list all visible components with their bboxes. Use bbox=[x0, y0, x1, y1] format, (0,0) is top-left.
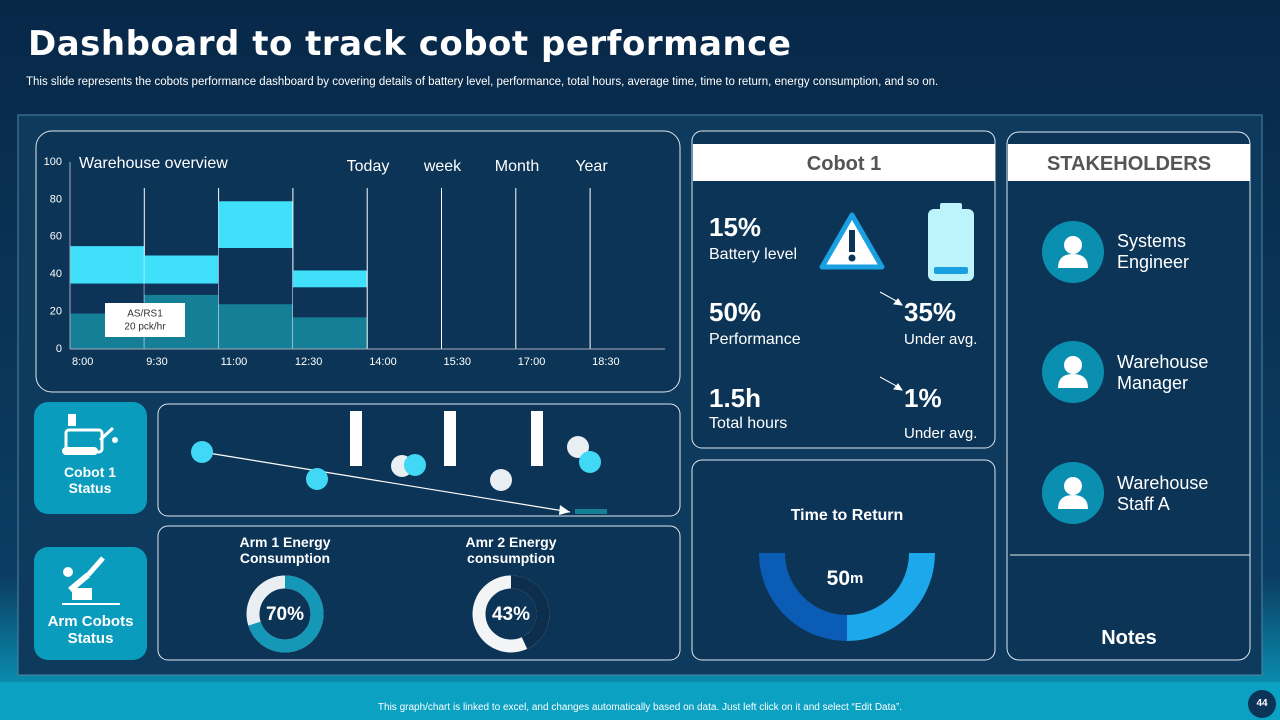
gauge-rest bbox=[846, 552, 935, 641]
period-tab: week bbox=[423, 158, 462, 175]
card bbox=[1006, 131, 1251, 661]
x-tick-label: 8:00 bbox=[72, 356, 93, 368]
x-tick-label: 12:30 bbox=[295, 356, 323, 368]
robot-icon bbox=[62, 414, 118, 455]
bar-segment bbox=[218, 248, 293, 305]
period-tab: Today bbox=[347, 158, 390, 175]
warning-icon bbox=[819, 212, 885, 270]
gauge-title: Time to Return bbox=[791, 507, 904, 524]
metric-label: Performance bbox=[709, 331, 801, 348]
notes: Notes bbox=[1101, 627, 1157, 649]
donut-title: Amr 2 Energy consumption bbox=[465, 534, 557, 567]
bar-segment bbox=[144, 283, 219, 295]
y-tick-label: 40 bbox=[50, 268, 62, 280]
x-tick-label: 14:00 bbox=[369, 356, 397, 368]
donut-title: Arm 1 Energy Consumption bbox=[239, 534, 331, 567]
person-name: Warehouse Manager bbox=[1117, 352, 1209, 393]
title: Dashboard to track cobot performance bbox=[28, 24, 792, 64]
arm-icon bbox=[62, 556, 120, 605]
bar-segment bbox=[292, 287, 368, 318]
person-icons bbox=[1042, 221, 1104, 524]
period-tab: Month bbox=[495, 158, 539, 175]
y-tick-label: 20 bbox=[50, 306, 62, 318]
card bbox=[157, 525, 681, 661]
period-tab: Year bbox=[575, 158, 608, 175]
status-tile bbox=[34, 402, 147, 514]
chart-title: Warehouse overview bbox=[79, 155, 228, 172]
battery-icon bbox=[928, 203, 974, 281]
x-tick-label: 15:30 bbox=[444, 356, 472, 368]
status-label: Cobot 1 Status bbox=[63, 464, 117, 497]
metric-label: Total hours bbox=[709, 415, 788, 432]
donut-value bbox=[472, 575, 550, 653]
bar-segment bbox=[218, 201, 293, 249]
bar-segment bbox=[292, 270, 368, 288]
metric-value: 50% bbox=[709, 297, 762, 327]
person-name: Systems Engineer bbox=[1117, 231, 1190, 272]
y-tick-label: 80 bbox=[50, 193, 62, 205]
donut-value bbox=[246, 575, 324, 653]
page-number: 44 bbox=[1256, 698, 1268, 709]
gauge-unit: m bbox=[850, 570, 863, 587]
donut-label: 70% bbox=[266, 604, 304, 625]
gauge-value bbox=[759, 552, 848, 641]
bar-segment bbox=[292, 317, 368, 349]
comparison-value: 35% bbox=[904, 297, 957, 327]
bar-segment bbox=[70, 246, 145, 284]
annotation: 20 pck/hr bbox=[124, 322, 166, 333]
comparison-label: Under avg. bbox=[904, 331, 978, 348]
page-badge bbox=[1248, 690, 1276, 718]
cobot-title: Cobot 1 bbox=[806, 153, 882, 175]
y-tick-label: 100 bbox=[44, 156, 62, 168]
metric-label: Battery level bbox=[709, 246, 798, 263]
comparison-label: Under avg. bbox=[904, 425, 978, 442]
header-band bbox=[693, 144, 995, 181]
annotation: AS/RS1 bbox=[127, 309, 163, 320]
gauge-value-label: 50 bbox=[827, 567, 850, 590]
donut-label: 43% bbox=[492, 604, 530, 625]
footer: This graph/chart is linked to excel, and… bbox=[377, 702, 903, 713]
card bbox=[691, 130, 996, 449]
flow-decoration bbox=[191, 411, 607, 515]
x-tick-label: 17:00 bbox=[518, 356, 546, 368]
x-tick-label: 18:30 bbox=[592, 356, 620, 368]
x-tick-label: 9:30 bbox=[146, 356, 167, 368]
trend-arrows bbox=[879, 291, 904, 391]
stakeholders-title: STAKEHOLDERS bbox=[1046, 153, 1212, 175]
bottom-band bbox=[0, 682, 1280, 720]
metric-value: 1.5h bbox=[709, 383, 762, 413]
y-tick-label: 60 bbox=[50, 231, 62, 243]
x-tick-label: 11:00 bbox=[221, 356, 248, 368]
annotation-box bbox=[105, 303, 185, 337]
bar-segment bbox=[144, 255, 219, 284]
header-band bbox=[1008, 144, 1250, 181]
subtitle: This slide represents the cobots perform… bbox=[26, 76, 939, 88]
gauge-label: 50m bbox=[827, 567, 864, 590]
metric-value: 15% bbox=[709, 212, 762, 242]
bar-segment bbox=[218, 304, 293, 349]
comparison-value: 1% bbox=[904, 383, 942, 413]
card bbox=[691, 459, 996, 661]
status-label: Arm Cobots Status bbox=[47, 613, 134, 648]
y-tick-label: 0 bbox=[56, 343, 62, 355]
person-name: Warehouse Staff A bbox=[1117, 473, 1209, 514]
